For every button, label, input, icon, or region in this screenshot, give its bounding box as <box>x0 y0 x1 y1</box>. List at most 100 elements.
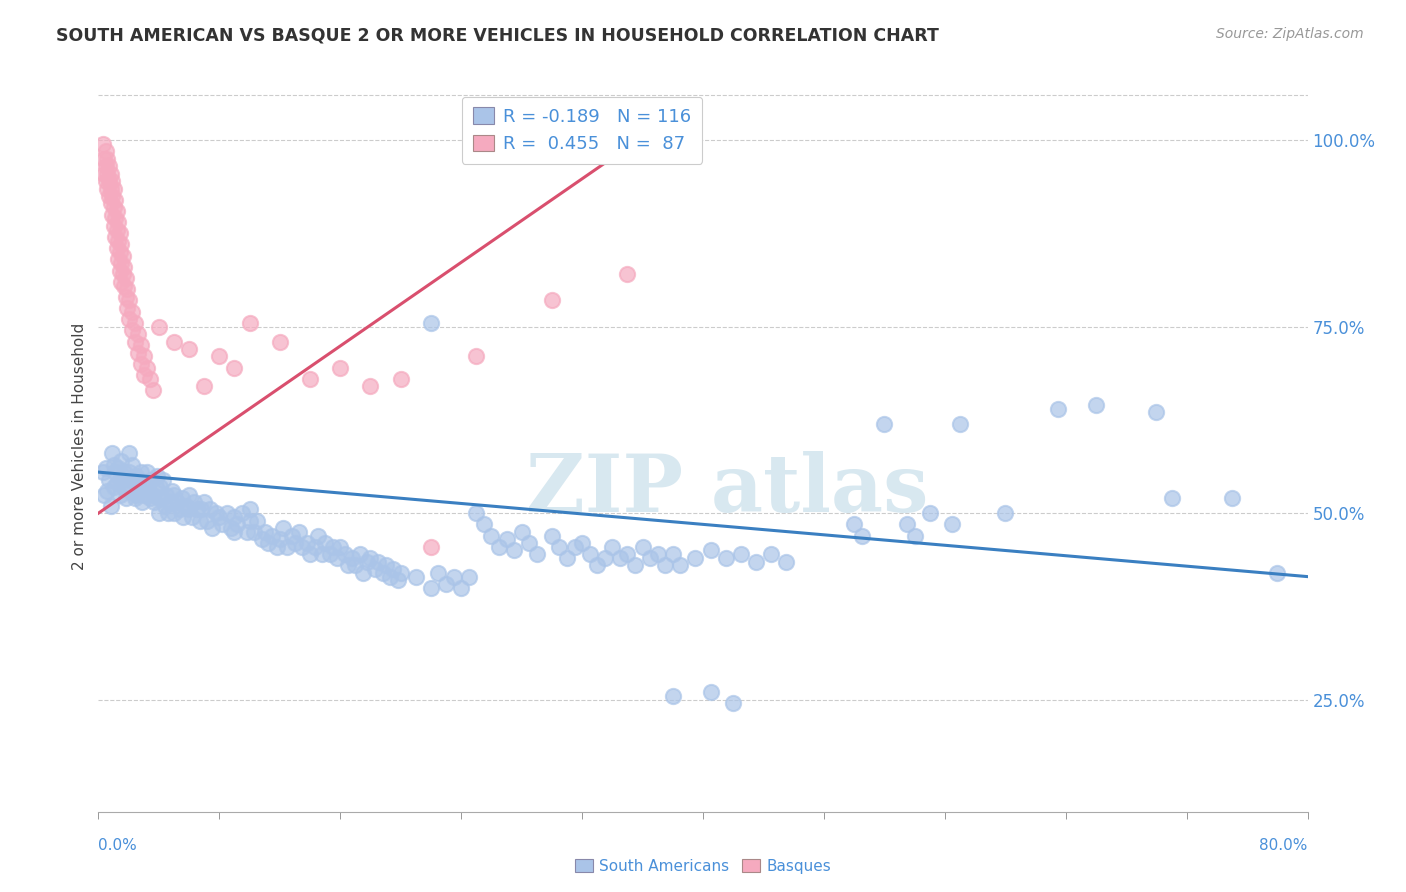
Point <box>1047 401 1070 416</box>
Point <box>246 514 269 528</box>
Point <box>163 334 186 349</box>
Point <box>114 290 136 304</box>
Point <box>103 181 125 195</box>
Point <box>169 502 191 516</box>
Point <box>844 517 866 532</box>
Point <box>186 502 208 516</box>
Point <box>941 517 963 532</box>
Point <box>420 581 443 595</box>
Point <box>564 540 586 554</box>
Point <box>342 551 364 566</box>
Point <box>110 275 132 289</box>
Point <box>488 540 510 554</box>
Point <box>262 528 284 542</box>
Point <box>179 342 201 356</box>
Point <box>699 543 721 558</box>
Point <box>141 473 163 487</box>
Point <box>104 465 127 479</box>
Point <box>160 495 183 509</box>
Point <box>360 551 382 566</box>
Point <box>148 491 170 506</box>
Point <box>143 495 166 509</box>
Point <box>153 499 176 513</box>
Point <box>208 509 231 524</box>
Point <box>349 547 371 561</box>
Point <box>105 222 128 236</box>
Point <box>1160 491 1182 506</box>
Point <box>100 181 122 195</box>
Point <box>132 350 155 364</box>
Point <box>115 473 138 487</box>
Point <box>104 230 127 244</box>
Point <box>364 562 387 576</box>
Point <box>602 540 624 554</box>
Point <box>190 502 212 516</box>
Point <box>427 566 450 580</box>
Point <box>730 547 752 561</box>
Point <box>162 483 184 498</box>
Point <box>122 473 145 487</box>
Point <box>152 473 174 487</box>
Point <box>389 372 412 386</box>
Point <box>156 506 179 520</box>
Point <box>371 566 394 580</box>
Point <box>163 506 186 520</box>
Point <box>111 268 134 282</box>
Point <box>195 514 218 528</box>
Point <box>224 360 246 375</box>
Point <box>166 495 188 509</box>
Point <box>647 547 669 561</box>
Point <box>517 536 540 550</box>
Point <box>699 685 721 699</box>
Point <box>571 536 593 550</box>
Point <box>121 304 143 318</box>
Point <box>239 514 262 528</box>
Point <box>172 509 194 524</box>
Point <box>555 551 578 566</box>
Point <box>104 211 127 226</box>
Point <box>98 174 121 188</box>
Point <box>851 528 873 542</box>
Point <box>127 326 149 341</box>
Point <box>616 547 638 561</box>
Legend: South Americans, Basques: South Americans, Basques <box>569 853 837 880</box>
Point <box>481 528 503 542</box>
Point <box>174 499 197 513</box>
Point <box>94 144 117 158</box>
Point <box>775 555 797 569</box>
Point <box>118 465 141 479</box>
Point <box>105 203 128 218</box>
Point <box>420 540 443 554</box>
Point <box>120 483 142 498</box>
Point <box>110 473 132 487</box>
Point <box>243 524 266 539</box>
Point <box>103 219 125 233</box>
Point <box>128 483 150 498</box>
Point <box>139 372 162 386</box>
Point <box>94 461 117 475</box>
Point <box>949 417 972 431</box>
Point <box>100 196 122 211</box>
Point <box>124 334 146 349</box>
Point <box>114 271 136 285</box>
Point <box>1144 405 1167 419</box>
Point <box>211 517 233 532</box>
Point <box>405 569 427 583</box>
Point <box>125 468 148 483</box>
Point <box>101 446 124 460</box>
Point <box>443 569 465 583</box>
Point <box>146 468 169 483</box>
Point <box>142 383 165 397</box>
Point <box>163 487 186 501</box>
Point <box>291 540 314 554</box>
Point <box>745 555 768 569</box>
Point <box>288 524 311 539</box>
Point <box>91 136 114 151</box>
Point <box>124 316 146 330</box>
Point <box>654 558 676 573</box>
Point <box>269 334 291 349</box>
Point <box>145 480 167 494</box>
Point <box>107 461 129 475</box>
Point <box>129 465 152 479</box>
Point <box>360 379 382 393</box>
